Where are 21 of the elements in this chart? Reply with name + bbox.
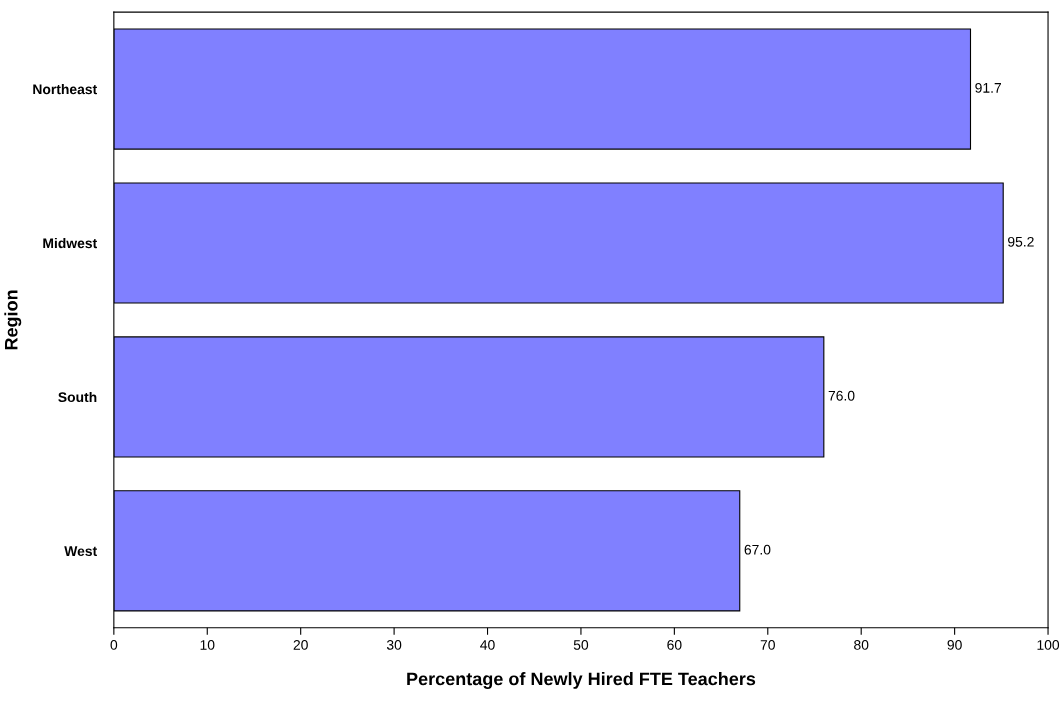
x-tick-label: 20 xyxy=(293,639,308,650)
x-tick-label: 80 xyxy=(854,639,869,650)
y-tick-label: South xyxy=(58,391,97,403)
x-tick-label: 50 xyxy=(573,639,589,650)
y-tick-label: Northeast xyxy=(33,84,98,95)
data-label: 76.0 xyxy=(828,390,855,401)
x-tick-label: 0 xyxy=(110,639,118,650)
data-label: 67.0 xyxy=(744,544,771,555)
x-tick-label: 70 xyxy=(760,639,775,650)
data-label: 91.7 xyxy=(975,82,1001,93)
x-axis-title: Percentage of Newly Hired FTE Teachers xyxy=(407,672,756,689)
y-axis-title: Region xyxy=(4,290,22,350)
x-tick-label: 40 xyxy=(480,639,495,650)
x-tick-label: 60 xyxy=(667,639,682,650)
y-tick-label: West xyxy=(64,546,98,557)
x-tick-label: 10 xyxy=(200,639,215,650)
y-tick-label: Midwest xyxy=(43,237,98,249)
x-tick-label: 100 xyxy=(1037,639,1060,650)
x-tick-label: 30 xyxy=(386,639,402,650)
data-label: 95.2 xyxy=(1008,236,1034,247)
x-tick-label: 90 xyxy=(947,639,962,650)
